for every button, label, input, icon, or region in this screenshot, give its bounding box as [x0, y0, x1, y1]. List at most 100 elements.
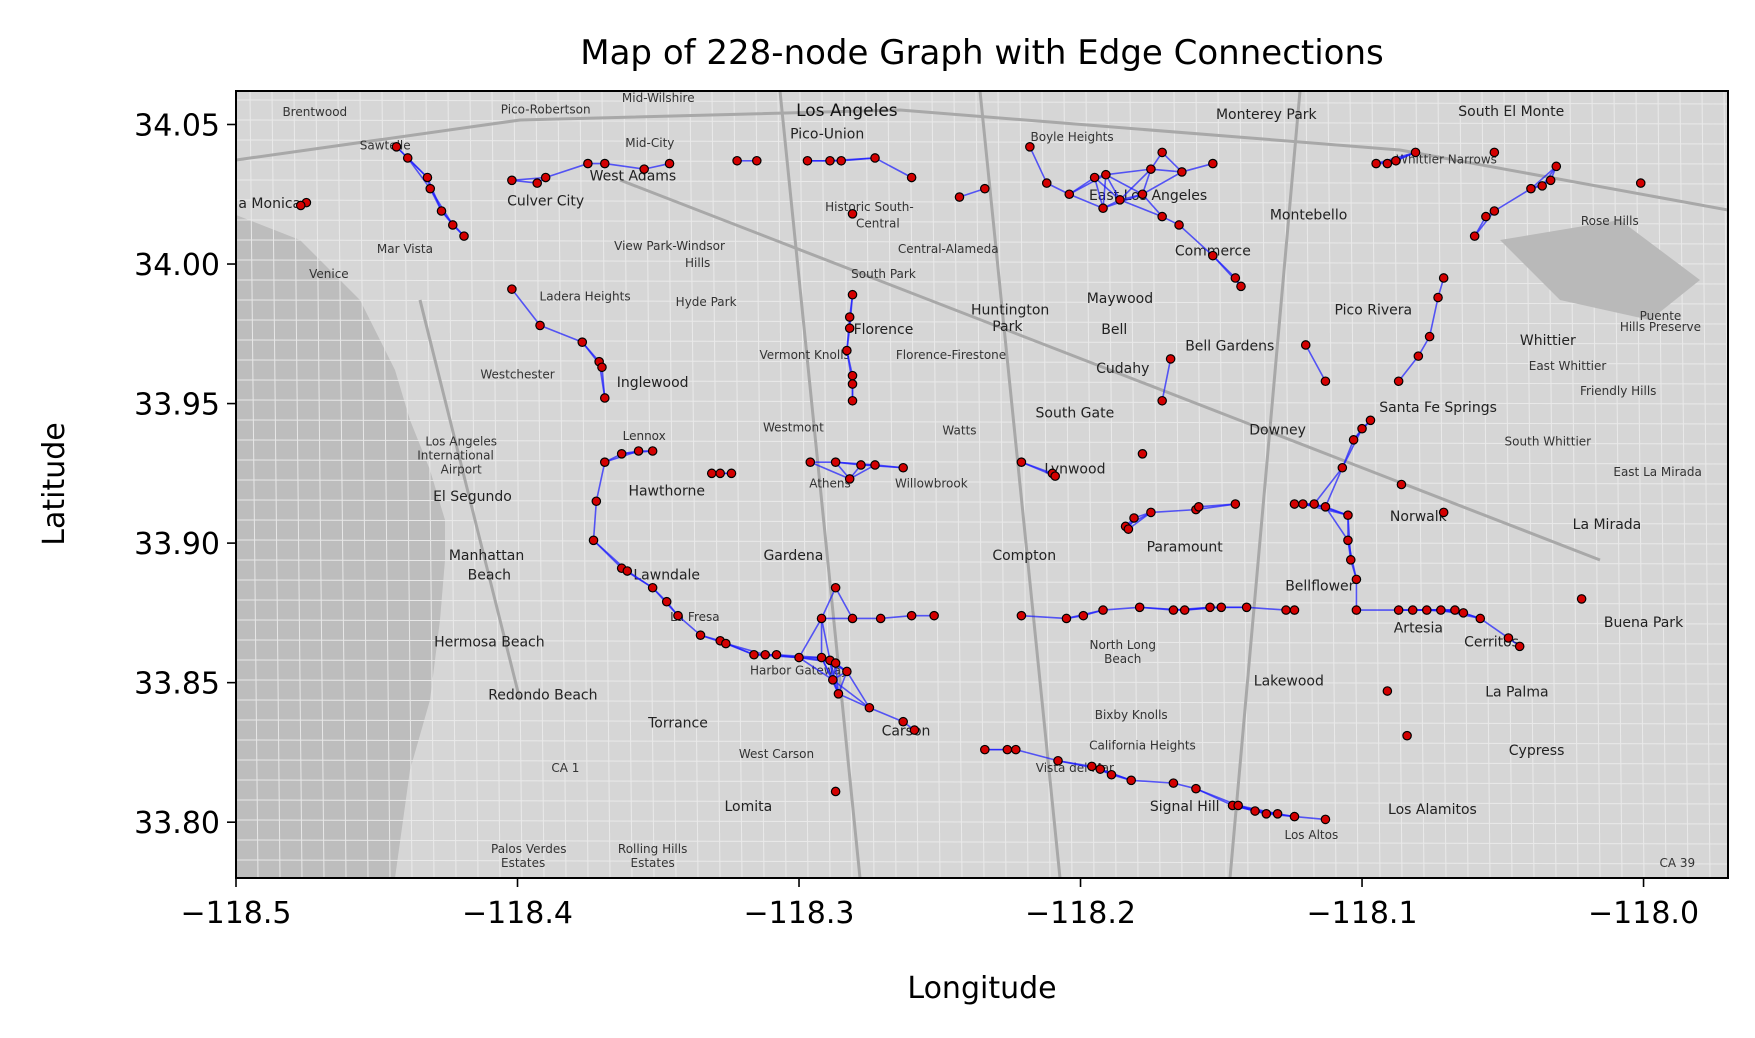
graph-node	[1134, 602, 1145, 613]
map-area[interactable]: Los Angeles Brentwood Pico-Robertson Mid-Wi…	[235, 90, 1732, 879]
graph-node	[1236, 281, 1246, 292]
graph-edge	[809, 461, 851, 480]
graph-edge	[592, 501, 598, 541]
graph-edge	[1324, 506, 1349, 541]
place-label: Lynwood	[1044, 461, 1105, 477]
graph-node	[1433, 292, 1443, 303]
graph-node	[616, 449, 627, 459]
graph-node	[1289, 811, 1300, 822]
graph-node	[1216, 602, 1227, 613]
graph-edge	[1142, 171, 1183, 195]
graph-node	[1514, 641, 1525, 652]
graph-edge	[1068, 174, 1107, 195]
place-label: Carson	[882, 724, 931, 740]
x-tick-label: −118.1	[1307, 896, 1418, 931]
place-label: Florence-Firestone	[896, 348, 1006, 362]
place-label: Historic South-	[825, 200, 914, 214]
graph-edge	[677, 615, 702, 636]
graph-edge	[1428, 297, 1439, 337]
place-label: International	[417, 448, 494, 462]
place-label: Hills	[685, 256, 710, 270]
graph-node	[1545, 175, 1556, 186]
graph-edge	[834, 587, 854, 619]
graph-node	[842, 345, 852, 356]
graph-node	[771, 649, 782, 660]
chart-title: Map of 228-node Graph with Edge Connecti…	[580, 33, 1383, 73]
place-label: Whittier	[1520, 333, 1576, 349]
graph-node	[980, 744, 990, 755]
graph-node	[1177, 167, 1187, 177]
graph-node	[715, 468, 725, 479]
place-label: Montebello	[1270, 207, 1347, 223]
graph-node	[830, 582, 841, 593]
graph-node	[1320, 814, 1331, 825]
graph-node	[1098, 605, 1108, 615]
graph-node	[1393, 376, 1404, 387]
place-label: Vermont Knolls	[760, 348, 850, 362]
graph-node	[1410, 147, 1421, 158]
graph-edge	[1105, 168, 1152, 176]
graph-node	[1241, 602, 1252, 613]
place-label: South Whittier	[1505, 434, 1592, 448]
place-label: Gardena	[763, 548, 823, 564]
graph-edge	[511, 288, 541, 326]
graph-node	[599, 393, 610, 403]
graph-node	[1168, 605, 1179, 615]
graph-node	[1272, 809, 1283, 819]
graph-node	[1469, 231, 1480, 241]
graph-edge	[1530, 165, 1557, 190]
place-label: Lakewood	[1254, 673, 1324, 689]
graph-node	[856, 460, 866, 470]
graph-edge	[1181, 162, 1214, 173]
graph-node	[1320, 502, 1331, 512]
place-label: Athens	[809, 476, 851, 490]
graph-node	[816, 613, 827, 624]
graph-node	[706, 468, 717, 479]
place-label: Paramount	[1147, 539, 1224, 555]
place-label: Hills Preserve	[1620, 320, 1701, 334]
graph-node	[1320, 376, 1331, 387]
graph-node	[870, 460, 880, 470]
graph-node	[794, 652, 804, 663]
graph-node	[1146, 507, 1156, 518]
graph-node	[1481, 211, 1491, 222]
graph-node	[577, 337, 588, 347]
graph-node	[898, 716, 908, 727]
place-label: Hermosa Beach	[434, 634, 545, 650]
place-label: South Park	[851, 267, 916, 281]
graph-node	[1041, 178, 1052, 188]
place-label: Buena Park	[1604, 615, 1684, 631]
graph-node	[1064, 189, 1075, 200]
graph-node	[1357, 423, 1367, 434]
graph-node	[633, 446, 644, 456]
graph-node	[844, 312, 855, 322]
place-label: Santa Fe Springs	[1379, 400, 1497, 416]
place-label: Bixby Knolls	[1095, 708, 1168, 722]
graph-node	[1298, 499, 1308, 509]
place-label: Airport	[441, 462, 482, 476]
place-label: East Whittier	[1529, 359, 1607, 373]
place-label: Bell Gardens	[1185, 339, 1274, 355]
x-tick-label: −118.3	[744, 896, 855, 931]
graph-node	[1233, 800, 1243, 811]
graph-node	[1475, 613, 1486, 624]
graph-edge	[1398, 355, 1419, 382]
place-label: Los Alamitos	[1388, 802, 1477, 818]
place-label: Westchester	[480, 367, 554, 381]
graph-node	[844, 474, 855, 484]
graph-node	[830, 786, 841, 797]
place-label: Los Angeles	[796, 101, 898, 121]
graph-node	[827, 675, 838, 685]
place-label: View Park-Windsor	[614, 239, 725, 253]
place-label: Mar Vista	[377, 242, 433, 256]
place-label: Venice	[309, 267, 349, 281]
graph-node	[1407, 605, 1418, 615]
graph-node	[1016, 610, 1027, 621]
graph-node	[929, 610, 939, 621]
graph-node	[1382, 158, 1393, 169]
graph-node	[647, 446, 658, 456]
graph-node	[1089, 172, 1100, 183]
place-label: North Long	[1090, 638, 1156, 652]
place-label: Lomita	[724, 799, 772, 815]
